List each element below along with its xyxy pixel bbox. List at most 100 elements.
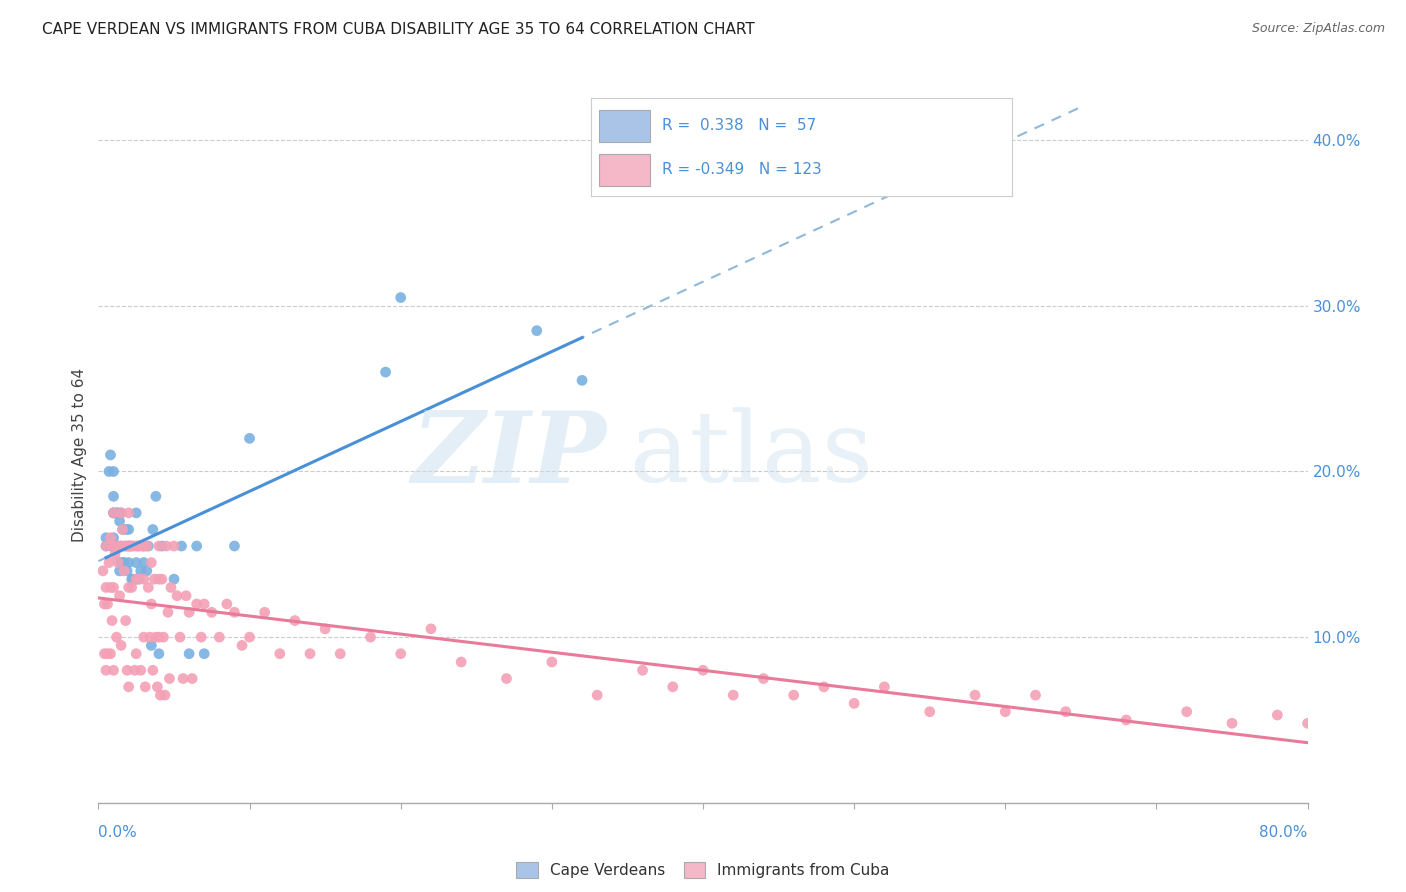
Point [135,564,157,578]
Point [108,514,131,528]
Point [111,556,134,570]
Point [135,539,157,553]
Point [118,680,141,694]
Text: 80.0%: 80.0% [1260,825,1308,840]
Point [93,647,115,661]
Text: CAPE VERDEAN VS IMMIGRANTS FROM CUBA DISABILITY AGE 35 TO 64 CORRELATION CHART: CAPE VERDEAN VS IMMIGRANTS FROM CUBA DIS… [42,22,755,37]
Point [121,572,143,586]
Point [96,597,118,611]
Point [107,506,129,520]
Point [374,365,396,379]
Point [159,672,181,686]
Point [94,531,117,545]
Point [148,630,170,644]
Point [783,688,806,702]
Point [103,581,125,595]
Point [94,581,117,595]
Point [586,688,609,702]
Point [103,506,125,520]
Point [125,647,148,661]
Point [224,539,246,553]
Point [125,506,148,520]
Point [103,465,125,479]
Text: ZIP: ZIP [412,407,606,503]
Point [169,630,191,644]
Point [1357,724,1379,739]
Point [155,539,177,553]
Point [1115,713,1137,727]
Point [269,647,291,661]
Point [132,556,155,570]
Point [186,597,208,611]
Point [118,539,141,553]
Point [132,539,155,553]
Point [136,539,159,553]
Point [166,589,188,603]
Point [100,647,122,661]
Point [136,581,159,595]
Point [103,663,125,677]
Point [108,564,131,578]
Point [112,556,135,570]
Point [111,523,134,537]
Point [662,680,685,694]
Point [145,489,167,503]
Point [115,564,138,578]
Point [239,431,262,445]
Point [108,589,131,603]
Point [124,663,146,677]
Text: Source: ZipAtlas.com: Source: ZipAtlas.com [1251,22,1385,36]
Point [146,680,169,694]
Point [186,539,208,553]
Point [121,539,143,553]
Point [100,448,122,462]
Text: R =  0.338   N =  57: R = 0.338 N = 57 [662,118,817,133]
Point [142,523,165,537]
Point [94,663,117,677]
Point [314,622,336,636]
Point [122,572,145,586]
Point [110,639,132,653]
Point [1267,708,1289,723]
Point [1054,705,1077,719]
Point [420,622,443,636]
Point [96,647,118,661]
Point [111,523,134,537]
Point [156,605,179,619]
Point [142,663,165,677]
Point [170,539,193,553]
Point [110,539,132,553]
FancyBboxPatch shape [599,154,650,186]
Point [631,663,654,677]
Point [118,523,141,537]
Point [150,572,173,586]
Point [181,672,204,686]
Point [1327,721,1350,735]
Point [965,688,987,702]
Point [231,639,253,653]
Point [105,506,128,520]
Point [103,531,125,545]
Point [114,539,136,553]
Point [118,581,141,595]
Point [163,539,186,553]
Point [127,572,149,586]
Point [120,539,142,553]
Point [450,655,472,669]
Point [284,614,307,628]
Point [692,663,714,677]
Point [101,614,124,628]
Point [360,630,382,644]
Point [118,506,141,520]
Point [193,647,215,661]
Point [132,539,155,553]
Point [115,663,138,677]
Point [129,663,152,677]
Point [132,630,155,644]
Point [994,705,1017,719]
Point [93,597,115,611]
Legend: Cape Verdeans, Immigrants from Cuba: Cape Verdeans, Immigrants from Cuba [509,855,897,886]
Point [571,373,593,387]
Point [122,539,145,553]
Text: R = -0.349   N = 123: R = -0.349 N = 123 [662,162,823,178]
